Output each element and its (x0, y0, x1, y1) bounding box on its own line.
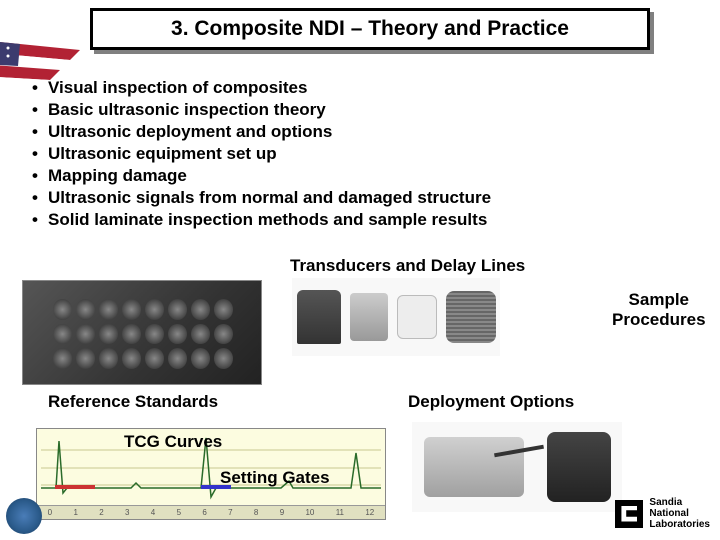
transducer-item (350, 293, 388, 341)
transducer-item (297, 290, 341, 344)
bullet-marker: • (24, 144, 46, 164)
label-reference-standards: Reference Standards (48, 392, 218, 412)
sandia-text: Sandia National Laboratories (649, 497, 710, 530)
logo-sandia: Sandia National Laboratories (615, 497, 710, 530)
bullet-text: Basic ultrasonic inspection theory (46, 100, 326, 120)
deployment-item (424, 437, 524, 497)
transducer-item (446, 291, 496, 343)
sandia-line: Laboratories (649, 519, 710, 530)
bullet-item: •Ultrasonic signals from normal and dama… (24, 188, 584, 208)
tcg-axis-ticks: 0123456789101112 (37, 505, 385, 519)
label-transducers: Transducers and Delay Lines (290, 256, 525, 276)
bullet-marker: • (24, 210, 46, 230)
deployment-item (547, 432, 611, 502)
image-deployment (412, 422, 622, 512)
label-sample-procedures: Sample Procedures (612, 290, 706, 330)
label-tcg-curves: TCG Curves (124, 432, 222, 452)
bullet-text: Mapping damage (46, 166, 187, 186)
bullet-list: •Visual inspection of composites •Basic … (24, 78, 584, 232)
bullet-marker: • (24, 122, 46, 142)
bullet-marker: • (24, 78, 46, 98)
label-line: Sample (612, 290, 706, 310)
bullet-item: •Basic ultrasonic inspection theory (24, 100, 584, 120)
bullet-marker: • (24, 166, 46, 186)
sandia-line: Sandia (649, 497, 710, 508)
bullet-item: •Solid laminate inspection methods and s… (24, 210, 584, 230)
image-transducers (292, 278, 500, 356)
slide-title: 3. Composite NDI – Theory and Practice (171, 17, 569, 41)
bullet-marker: • (24, 100, 46, 120)
bullet-text: Visual inspection of composites (46, 78, 307, 98)
bullet-text: Ultrasonic equipment set up (46, 144, 277, 164)
bullet-item: •Visual inspection of composites (24, 78, 584, 98)
label-deployment-options: Deployment Options (408, 392, 574, 412)
slide-title-box: 3. Composite NDI – Theory and Practice (90, 8, 650, 50)
bullet-item: •Ultrasonic deployment and options (24, 122, 584, 142)
label-setting-gates: Setting Gates (220, 468, 330, 488)
transducer-item (397, 295, 437, 339)
sandia-line: National (649, 508, 710, 519)
logo-seal-icon (6, 498, 42, 534)
reference-standards-holes (53, 299, 233, 369)
bullet-text: Ultrasonic signals from normal and damag… (46, 188, 491, 208)
bullet-text: Ultrasonic deployment and options (46, 122, 332, 142)
bullet-text: Solid laminate inspection methods and sa… (46, 210, 487, 230)
label-line: Procedures (612, 310, 706, 330)
bullet-item: •Ultrasonic equipment set up (24, 144, 584, 164)
sandia-icon (615, 500, 643, 528)
bullet-marker: • (24, 188, 46, 208)
bullet-item: •Mapping damage (24, 166, 584, 186)
image-reference-standards (22, 280, 262, 385)
